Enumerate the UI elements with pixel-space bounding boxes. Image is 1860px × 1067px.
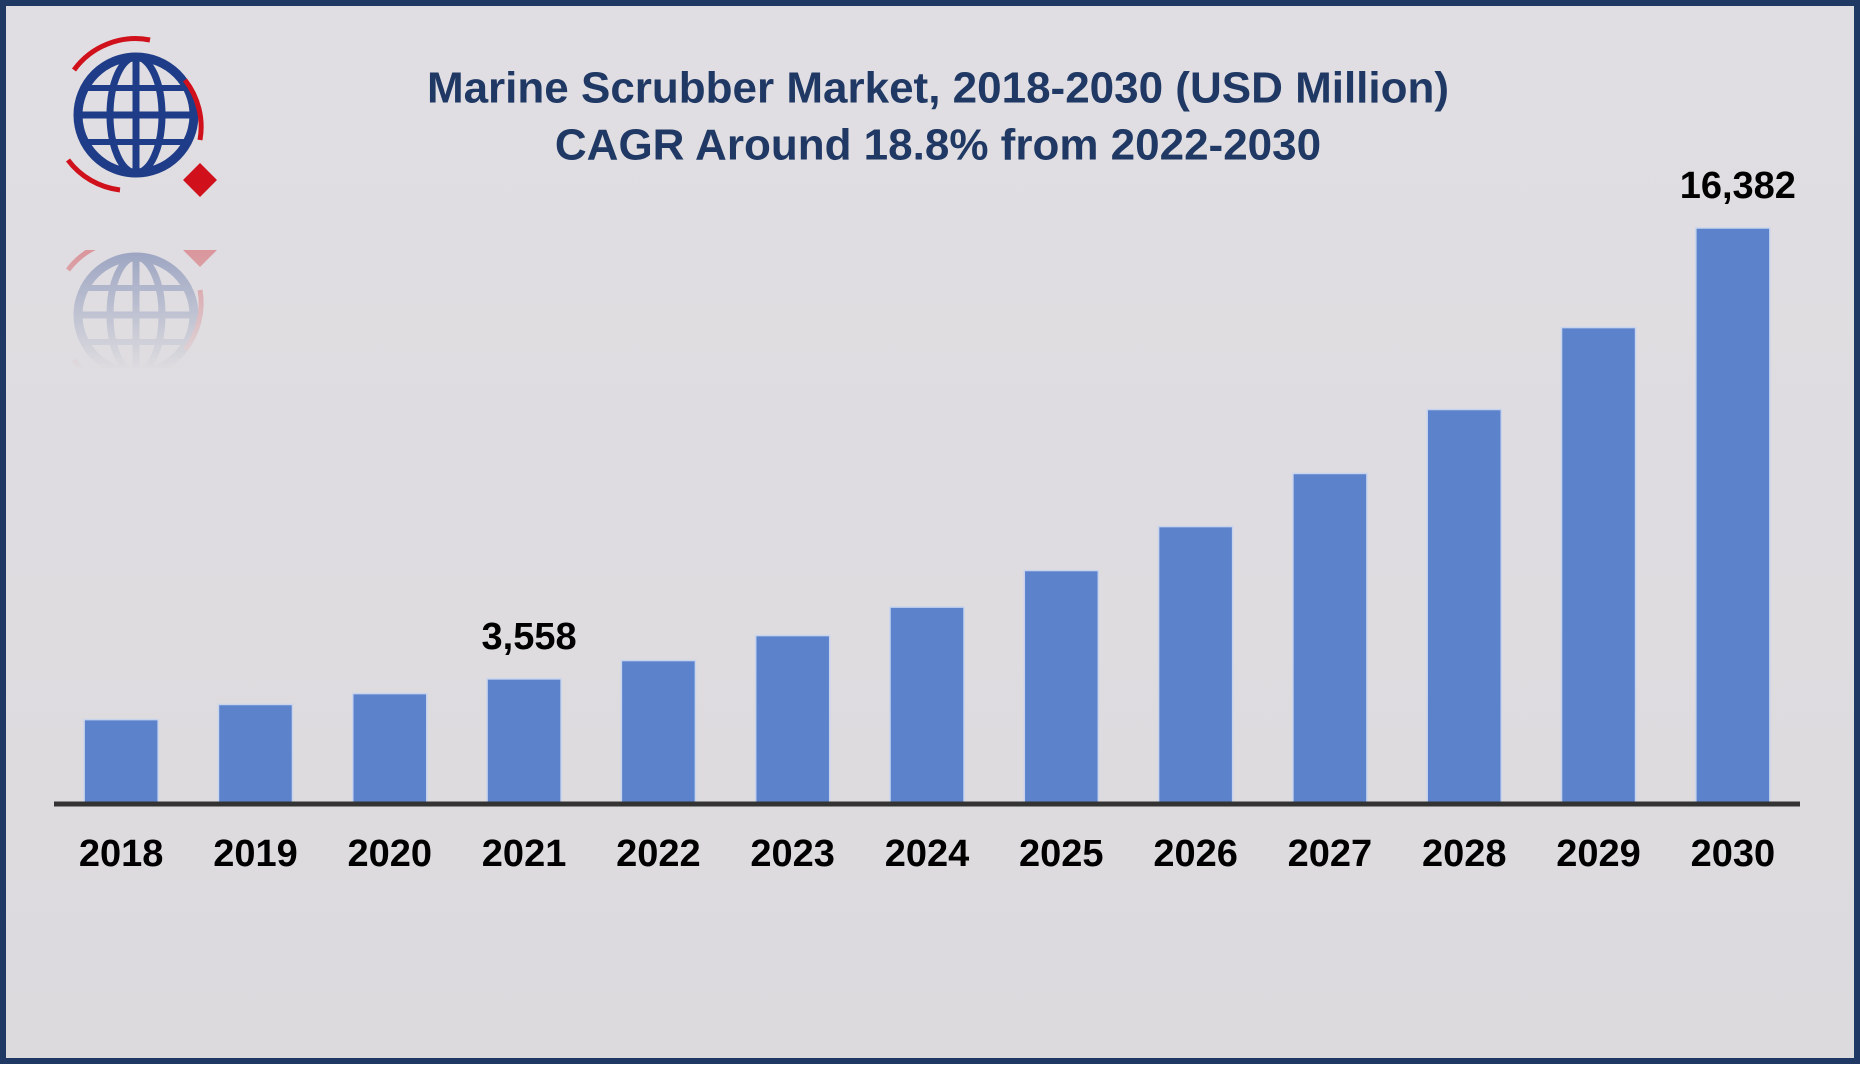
bar <box>1157 525 1234 805</box>
x-tick-label: 2027 <box>1288 833 1373 875</box>
value-label: 16,382 <box>1680 165 1796 207</box>
bar <box>889 606 965 805</box>
x-tick-label: 2024 <box>885 833 970 875</box>
bar <box>754 634 831 805</box>
x-tick-label: 2022 <box>616 833 701 875</box>
bar <box>1023 569 1100 805</box>
x-tick-label: 2018 <box>79 833 164 875</box>
bar <box>1426 408 1502 805</box>
x-tick-label: 2030 <box>1691 833 1776 875</box>
bar <box>1292 472 1368 805</box>
x-tick-label: 2029 <box>1556 833 1641 875</box>
x-tick-label: 2020 <box>347 833 432 875</box>
x-tick-label: 2021 <box>482 833 567 875</box>
x-tick-label: 2019 <box>213 833 298 875</box>
bar <box>1695 227 1771 805</box>
bar <box>620 659 697 805</box>
x-tick-label: 2025 <box>1019 833 1104 875</box>
value-label: 3,558 <box>482 616 577 658</box>
bar <box>83 718 159 805</box>
x-tick-label: 2028 <box>1422 833 1507 875</box>
bar <box>486 678 562 805</box>
bar <box>352 692 428 805</box>
x-tick-label: 2023 <box>750 833 835 875</box>
chart-title: Marine Scrubber Market, 2018-2030 (USD M… <box>427 64 1449 113</box>
bar <box>217 703 294 805</box>
chart-subtitle: CAGR Around 18.8% from 2022-2030 <box>555 121 1321 170</box>
bar <box>1560 326 1637 805</box>
x-tick-label: 2026 <box>1153 833 1238 875</box>
